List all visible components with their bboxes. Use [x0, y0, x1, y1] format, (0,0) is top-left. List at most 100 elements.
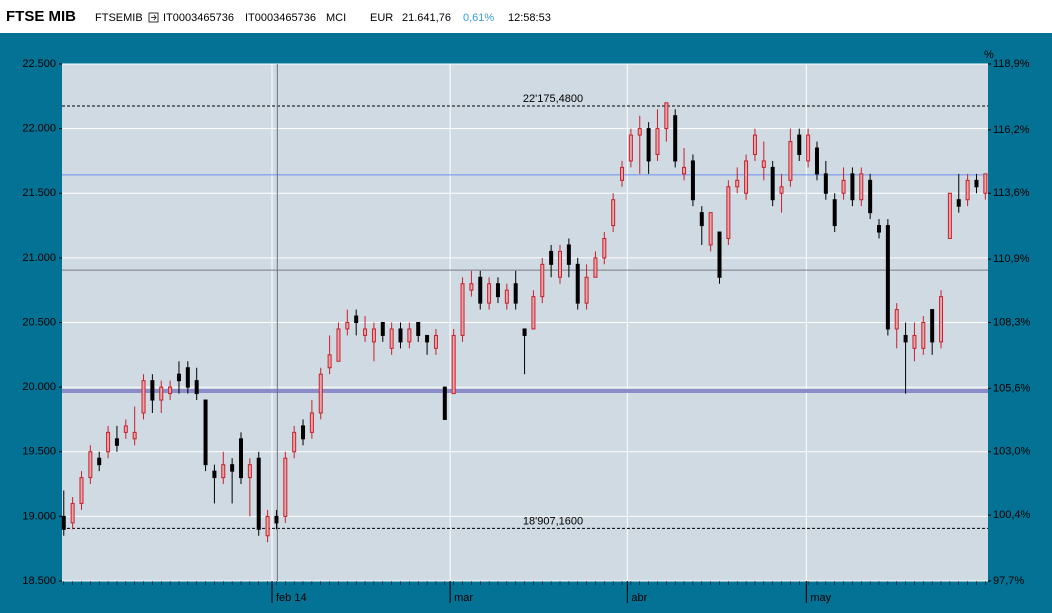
header-change: 0,61% [463, 12, 494, 24]
y2-tick-label: 116,2% [993, 124, 1030, 136]
candle-body [646, 128, 651, 162]
candle-body [575, 263, 580, 304]
candle-body [637, 128, 642, 136]
header-time: 12:58:53 [508, 12, 551, 24]
y-tick-label: 21.500 [22, 187, 56, 199]
candle-body [735, 179, 740, 188]
candle-body [327, 354, 332, 369]
candle-body [247, 464, 252, 479]
y2-tick-label: 97,7% [993, 575, 1024, 587]
y2-tick-label: 105,6% [993, 382, 1031, 394]
y2-tick-label: 118,9% [993, 58, 1030, 70]
y2-tick-label: 100,4% [993, 509, 1031, 521]
candle-body [903, 334, 908, 343]
candle-body [212, 470, 217, 479]
header-symbol: FTSEMIB [95, 12, 143, 24]
candle-body [469, 283, 474, 291]
candle-body [930, 309, 935, 343]
link-icon-arrow [151, 14, 157, 21]
candle-body [549, 250, 554, 265]
candle-body [522, 328, 527, 336]
candle-body [363, 328, 368, 336]
y-tick-label: 22.000 [22, 123, 56, 135]
y-tick-label: 19.000 [22, 510, 56, 522]
candle-body [345, 322, 350, 330]
candle-body [354, 315, 359, 324]
y-tick-label: 21.000 [22, 252, 56, 264]
candle-body [814, 147, 819, 175]
candle-body [823, 173, 828, 194]
candle-body [708, 212, 713, 246]
x-tick-label: abr [631, 592, 647, 604]
candle-body [407, 328, 412, 343]
candle-body [292, 431, 297, 453]
candle-body [770, 166, 775, 201]
candle-body [504, 289, 509, 304]
candle-body [61, 515, 66, 530]
candle-body [752, 134, 757, 155]
level-label: 18'907,1600 [523, 515, 583, 527]
header-market: MCI [326, 12, 346, 24]
candle-body [487, 283, 492, 304]
candle-body [956, 199, 961, 207]
candle-body [761, 160, 766, 168]
candle-body [655, 128, 660, 155]
candle-body [176, 373, 181, 382]
x-tick-label: mar [454, 592, 473, 604]
level-label: 22'175,4800 [523, 93, 583, 105]
candle-body [806, 134, 811, 162]
candle-body [79, 477, 84, 504]
candle-body [947, 192, 952, 239]
x-tick-label: feb 14 [276, 592, 307, 604]
candle-body [371, 328, 376, 343]
y-tick-label: 20.000 [22, 381, 56, 393]
y-tick-label: 20.500 [22, 316, 56, 328]
candle-body [912, 334, 917, 349]
candle-body [150, 380, 155, 401]
candle-body [540, 263, 545, 298]
candle-body [185, 367, 190, 388]
candle-body [788, 141, 793, 181]
candle-body [620, 166, 625, 181]
candle-body [97, 457, 102, 466]
link-icon[interactable] [148, 12, 159, 23]
candle-body [194, 380, 199, 395]
candle-body [336, 328, 341, 362]
candle-body [274, 515, 279, 524]
y2-axis-label: % [984, 49, 994, 61]
candle-body [983, 173, 988, 194]
candle-body [593, 257, 598, 278]
candle-body [513, 283, 518, 304]
candle-body [283, 457, 288, 517]
candle-body [850, 173, 855, 201]
candle-body [478, 276, 483, 304]
header-isin: IT0003465736 [163, 12, 234, 24]
candle-body [859, 173, 864, 201]
candle-body [221, 464, 226, 479]
candle-body [416, 322, 421, 336]
candle-body [389, 328, 394, 349]
candle-body [673, 115, 678, 162]
x-tick-label: may [810, 592, 831, 604]
candle-body [168, 386, 173, 395]
candle-body [664, 102, 669, 130]
candle-body [265, 515, 270, 537]
candle-body [894, 309, 899, 330]
candle-body [974, 179, 979, 188]
candle-body [88, 451, 93, 479]
candle-body [425, 334, 430, 343]
candle-body [602, 237, 607, 259]
candle-body [682, 166, 687, 175]
candle-body [123, 425, 128, 433]
candle-body [868, 179, 873, 214]
candle-body [460, 283, 465, 336]
candle-body [965, 179, 970, 201]
candle-body [203, 399, 208, 466]
header-currency: EUR [370, 12, 393, 24]
candle-body [921, 322, 926, 349]
candle-body [318, 373, 323, 414]
header-price: 21.641,76 [402, 12, 451, 24]
candle-body [238, 438, 243, 479]
candle-body [132, 431, 137, 440]
candle-body [744, 160, 749, 194]
